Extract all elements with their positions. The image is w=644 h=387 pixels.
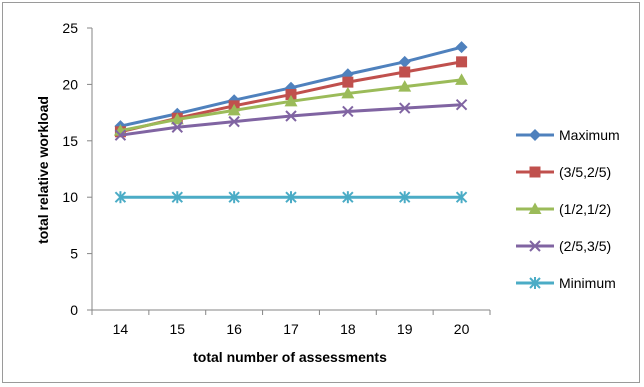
legend-label: Minimum [559, 275, 616, 291]
series-4 [114, 98, 468, 141]
y-tick-label: 15 [62, 133, 78, 149]
data-point [171, 121, 183, 133]
data-point [227, 103, 241, 116]
data-point [455, 98, 468, 111]
chart-frame [2, 2, 640, 383]
data-point [399, 102, 411, 114]
series-5 [114, 191, 468, 204]
data-point [285, 89, 297, 101]
data-point [341, 86, 355, 99]
data-point [285, 191, 297, 204]
legend-label: (1/2,1/2) [559, 201, 611, 217]
axes: 0 5 10 15 20 25 14 15 16 17 18 19 20 [62, 20, 491, 337]
x-tick-label: 16 [226, 321, 242, 337]
x-tick-label: 15 [169, 321, 185, 337]
series-3 [113, 73, 469, 136]
data-point [399, 191, 411, 204]
data-point [284, 94, 298, 107]
x-tick-label: 17 [283, 321, 299, 337]
legend-label: (2/5,3/5) [559, 238, 611, 254]
legend-item: (1/2,1/2) [516, 201, 611, 217]
x-tick-label: 19 [397, 321, 413, 337]
y-tick-label: 10 [62, 189, 78, 205]
x-tick-label: 18 [340, 321, 356, 337]
data-point [171, 191, 183, 204]
x-tick-label: 20 [454, 321, 470, 337]
legend: Maximum (3/5,2/5) (1/2,1/2) (2/5,3/5) Minimu… [516, 127, 620, 291]
y-tick-label: 20 [62, 76, 78, 92]
legend-item: (2/5,3/5) [516, 238, 611, 254]
legend-item: Minimum [516, 275, 616, 291]
y-tick-label: 25 [62, 20, 78, 36]
data-point [342, 76, 354, 88]
legend-marker [528, 202, 542, 214]
legend-marker [529, 129, 541, 141]
data-point [398, 55, 411, 68]
data-point [455, 41, 468, 54]
y-axis-label: total relative workload [35, 96, 51, 244]
data-point [228, 115, 240, 128]
data-point [285, 110, 297, 122]
legend-label: Maximum [559, 127, 620, 143]
data-point [398, 80, 412, 92]
legend-item: Maximum [516, 127, 620, 143]
data-point [114, 129, 127, 141]
data-point [456, 56, 468, 68]
data-point [455, 73, 469, 85]
legend-marker [529, 277, 541, 289]
data-point [228, 191, 240, 204]
y-tick-label: 0 [70, 302, 78, 318]
data-point [342, 105, 354, 118]
data-point [170, 112, 184, 125]
legend-marker [529, 240, 541, 252]
x-tick-label: 14 [113, 321, 129, 337]
series-layer [113, 41, 469, 204]
data-point [455, 191, 468, 204]
legend-marker [529, 166, 541, 178]
x-axis-label: total number of assessments [193, 349, 387, 365]
data-point [342, 191, 354, 204]
data-point [114, 191, 127, 204]
legend-item: (3/5,2/5) [516, 164, 611, 180]
legend-label: (3/5,2/5) [559, 164, 611, 180]
y-tick-label: 5 [70, 246, 78, 262]
data-point [399, 66, 411, 78]
